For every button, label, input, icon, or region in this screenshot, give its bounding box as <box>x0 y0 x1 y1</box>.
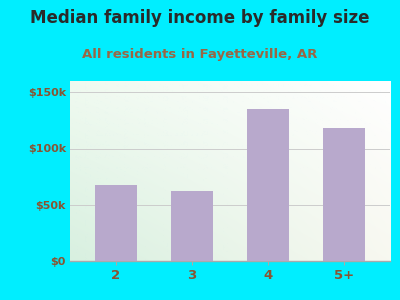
Text: All residents in Fayetteville, AR: All residents in Fayetteville, AR <box>82 48 318 61</box>
Bar <box>247 109 289 261</box>
Bar <box>171 191 213 261</box>
Bar <box>323 128 365 261</box>
Text: Median family income by family size: Median family income by family size <box>30 9 370 27</box>
Bar <box>95 184 137 261</box>
